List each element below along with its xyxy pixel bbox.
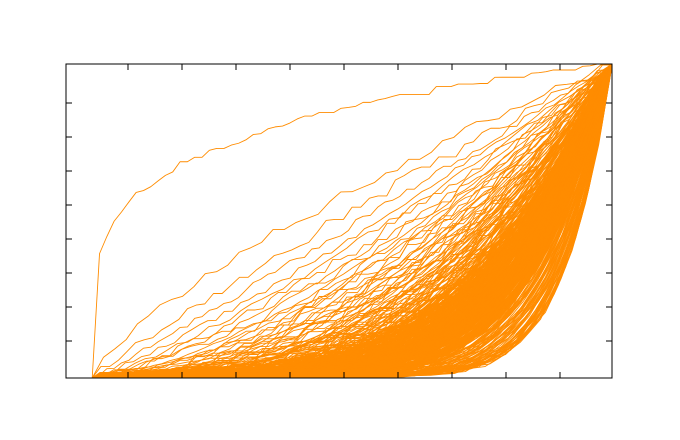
axis-ticks — [66, 64, 612, 378]
series-layer — [91, 63, 613, 379]
series-line — [91, 64, 613, 379]
series-line — [91, 63, 613, 379]
series-line — [91, 63, 613, 379]
series-line — [91, 63, 613, 379]
series-line — [91, 65, 613, 379]
series-line — [91, 63, 613, 379]
series-line — [91, 63, 613, 379]
series-line — [91, 63, 613, 379]
series-line — [91, 63, 613, 379]
series-line — [91, 65, 613, 379]
series-line — [91, 64, 613, 379]
series-line — [91, 65, 613, 379]
axes-frame — [65, 63, 613, 379]
series-line — [91, 63, 613, 379]
plot-border — [65, 63, 613, 379]
series-line — [91, 63, 613, 379]
series-line — [91, 63, 613, 379]
series-line — [91, 63, 613, 379]
series-line — [91, 63, 613, 379]
